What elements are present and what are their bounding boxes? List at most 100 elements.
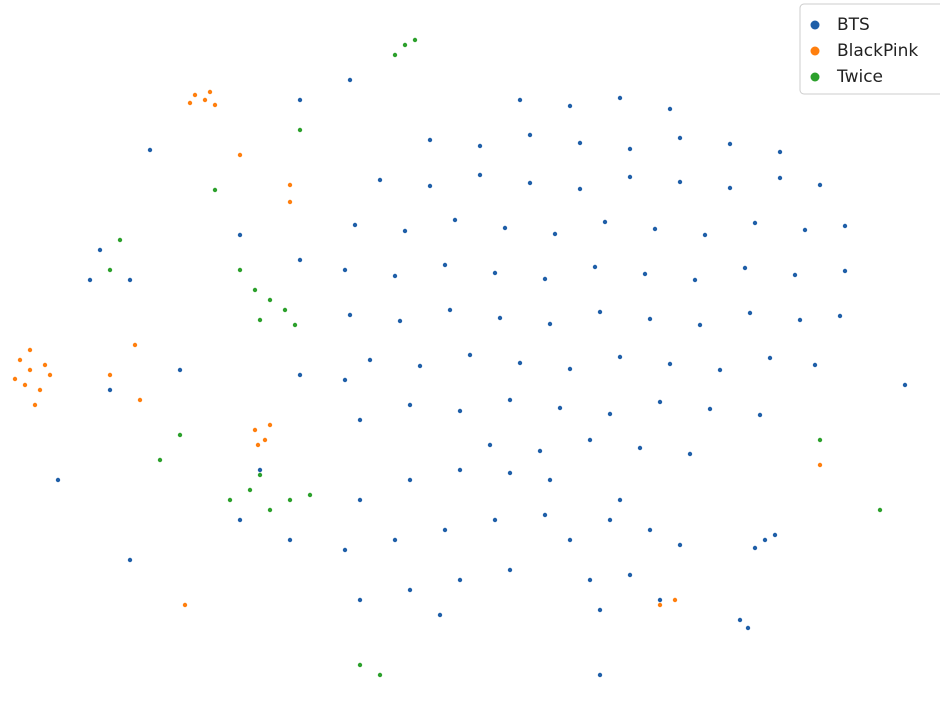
point	[547, 321, 553, 327]
point	[587, 437, 593, 443]
point	[647, 316, 653, 322]
point	[457, 577, 463, 583]
point	[877, 507, 883, 513]
point	[352, 222, 358, 228]
point	[792, 272, 798, 278]
point	[47, 372, 53, 378]
point	[902, 382, 908, 388]
point	[87, 277, 93, 283]
point	[817, 182, 823, 188]
point	[627, 572, 633, 578]
point	[342, 267, 348, 273]
point	[262, 437, 268, 443]
point	[287, 199, 293, 205]
point	[567, 366, 573, 372]
point	[802, 227, 808, 233]
point	[597, 309, 603, 315]
point	[507, 567, 513, 573]
point	[402, 228, 408, 234]
point	[377, 672, 383, 678]
point	[652, 226, 658, 232]
point	[257, 467, 263, 473]
point	[392, 537, 398, 543]
point	[717, 367, 723, 373]
point	[457, 408, 463, 414]
point	[367, 357, 373, 363]
point	[252, 287, 258, 293]
point	[287, 497, 293, 503]
point	[22, 382, 28, 388]
point	[702, 232, 708, 238]
point	[777, 149, 783, 155]
point	[347, 312, 353, 318]
point	[567, 103, 573, 109]
point	[577, 186, 583, 192]
point	[667, 361, 673, 367]
point	[812, 362, 818, 368]
legend-label: BlackPink	[837, 41, 918, 61]
point	[267, 297, 273, 303]
point	[657, 597, 663, 603]
point	[692, 277, 698, 283]
point	[247, 487, 253, 493]
point	[212, 187, 218, 193]
point	[357, 662, 363, 668]
point	[487, 442, 493, 448]
point	[677, 179, 683, 185]
point	[97, 247, 103, 253]
point	[237, 152, 243, 158]
point	[617, 354, 623, 360]
point	[492, 270, 498, 276]
point	[657, 399, 663, 405]
point	[587, 577, 593, 583]
point	[442, 527, 448, 533]
point	[237, 267, 243, 273]
point	[527, 132, 533, 138]
point	[527, 180, 533, 186]
point	[377, 177, 383, 183]
point	[627, 146, 633, 152]
point	[267, 422, 273, 428]
point	[292, 322, 298, 328]
point	[752, 220, 758, 226]
point	[17, 357, 23, 363]
point	[412, 37, 418, 43]
point	[542, 512, 548, 518]
point	[132, 342, 138, 348]
point	[747, 310, 753, 316]
point	[687, 451, 693, 457]
point	[207, 89, 213, 95]
point	[177, 432, 183, 438]
point	[727, 185, 733, 191]
point	[257, 472, 263, 478]
legend-box	[799, 3, 940, 95]
point	[187, 100, 193, 106]
point	[517, 360, 523, 366]
point	[357, 417, 363, 423]
point	[657, 602, 663, 608]
point	[752, 545, 758, 551]
point	[252, 427, 258, 433]
point	[492, 517, 498, 523]
point	[182, 602, 188, 608]
point	[477, 143, 483, 149]
point	[37, 387, 43, 393]
point	[307, 492, 313, 498]
point	[672, 597, 678, 603]
point	[647, 527, 653, 533]
point	[267, 507, 273, 513]
point	[597, 607, 603, 613]
point	[762, 537, 768, 543]
point	[452, 217, 458, 223]
point	[542, 276, 548, 282]
point	[407, 402, 413, 408]
point	[12, 376, 18, 382]
point	[255, 442, 261, 448]
point	[282, 307, 288, 313]
point	[357, 597, 363, 603]
point	[617, 497, 623, 503]
point	[442, 262, 448, 268]
point	[237, 232, 243, 238]
point	[707, 406, 713, 412]
point	[667, 106, 673, 112]
